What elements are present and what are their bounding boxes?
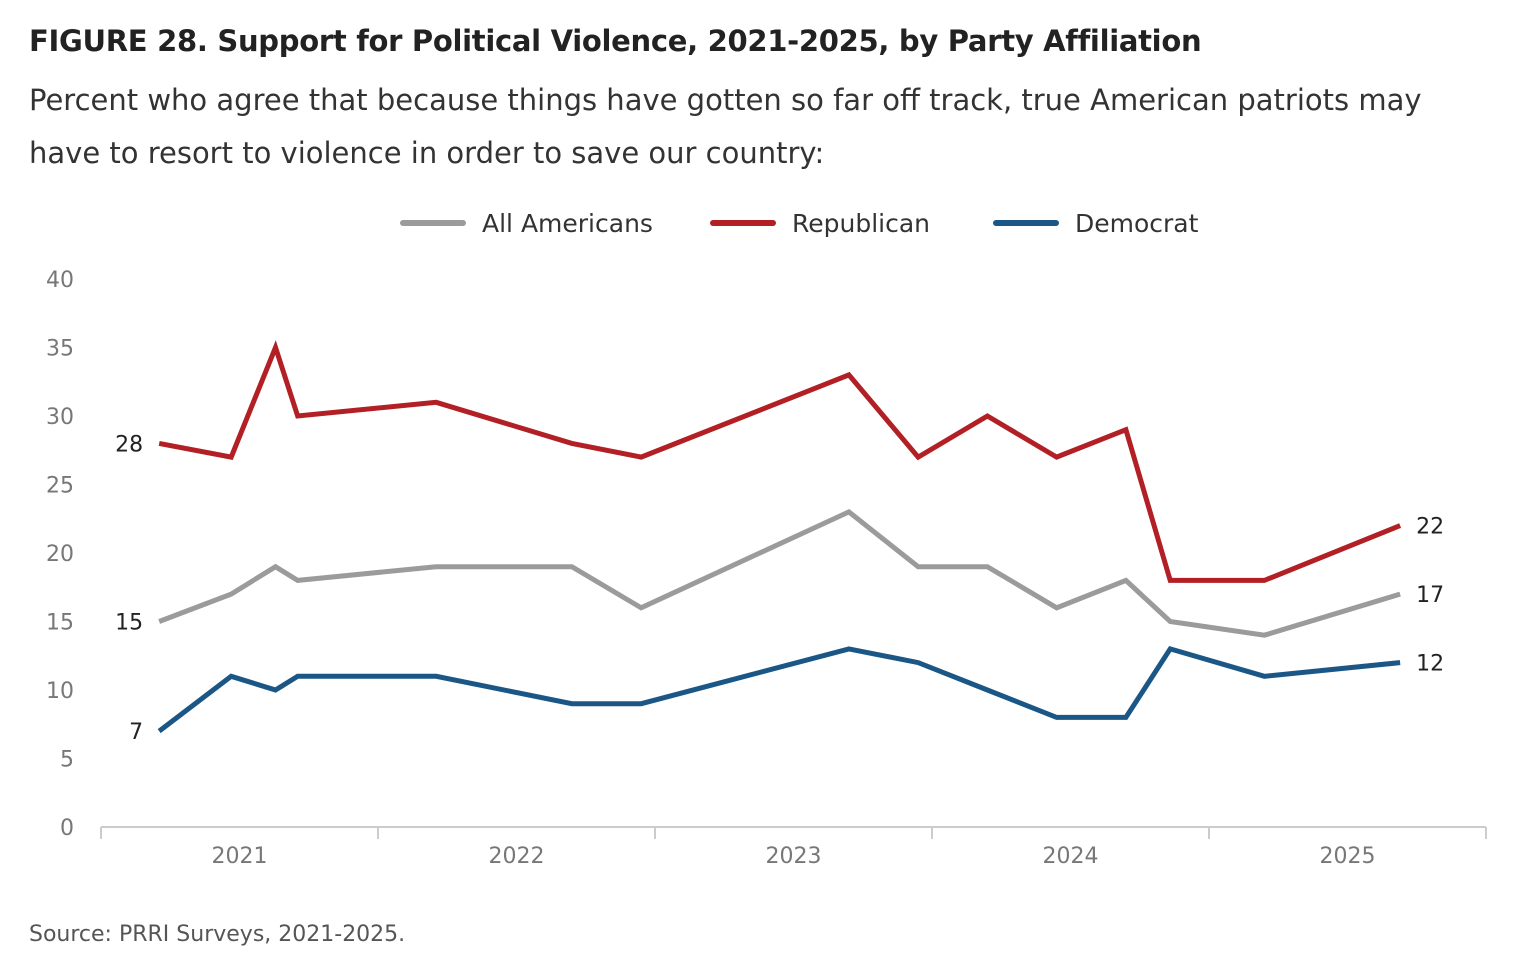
data-label-end: 22 [1416,515,1444,540]
x-tick-label: 2021 [212,844,268,869]
y-tick-label: 10 [46,679,74,704]
y-tick-label: 30 [46,405,74,430]
x-tick-label: 2024 [1043,844,1099,869]
series-line-all-americans [158,508,1401,638]
y-tick-label: 20 [46,542,74,567]
chart-subtitle: Percent who agree that because things ha… [29,83,1422,170]
y-tick-label: 5 [60,748,74,773]
y-tick-label: 40 [46,268,74,293]
data-label-start: 15 [115,611,143,636]
x-tick-label: 2025 [1320,844,1376,869]
series-line-democrat [157,645,1401,734]
x-tick-label: 2022 [489,844,545,869]
x-tick-label: 2023 [766,844,822,869]
y-tick-label: 0 [60,816,74,841]
legend-label: Republican [792,209,930,238]
chart-title: FIGURE 28. Support for Political Violenc… [29,24,1202,58]
data-label-end: 12 [1416,652,1444,677]
y-tick-label: 35 [46,337,74,362]
legend-label: All Americans [482,209,653,238]
legend-label: Democrat [1075,209,1199,238]
source-note: Source: PRRI Surveys, 2021-2025. [29,922,406,947]
y-tick-label: 15 [46,611,74,636]
y-tick-label: 25 [46,474,74,499]
data-label-end: 17 [1416,583,1444,608]
data-label-start: 7 [129,720,143,745]
data-label-start: 28 [115,432,143,457]
